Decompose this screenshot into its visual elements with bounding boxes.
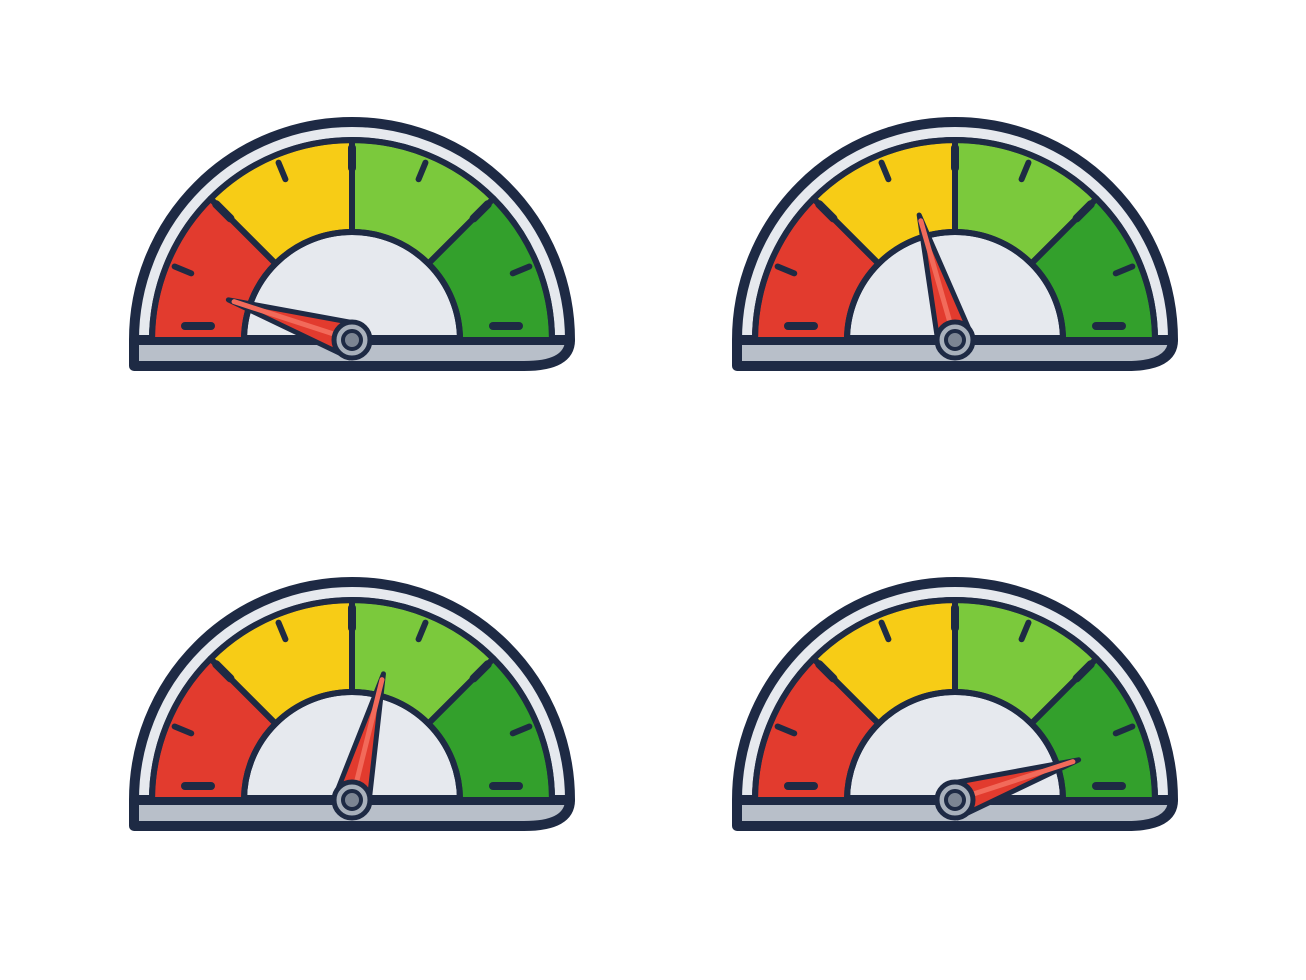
gauge-low	[122, 100, 582, 420]
gauge-low-icon	[122, 100, 582, 420]
gauge-grid	[0, 0, 1306, 980]
gauge-mid-low-icon	[725, 100, 1185, 420]
gauge-mid-high-icon	[122, 560, 582, 880]
gauge-mid-low	[725, 100, 1185, 420]
gauge-high-icon	[725, 560, 1185, 880]
gauge-high	[725, 560, 1185, 880]
gauge-mid-high	[122, 560, 582, 880]
